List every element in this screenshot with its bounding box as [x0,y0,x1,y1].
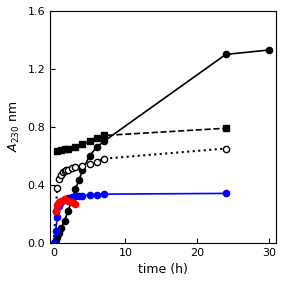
Y-axis label: $A_{230}$ nm: $A_{230}$ nm [7,101,22,153]
X-axis label: time (h): time (h) [138,263,188,276]
